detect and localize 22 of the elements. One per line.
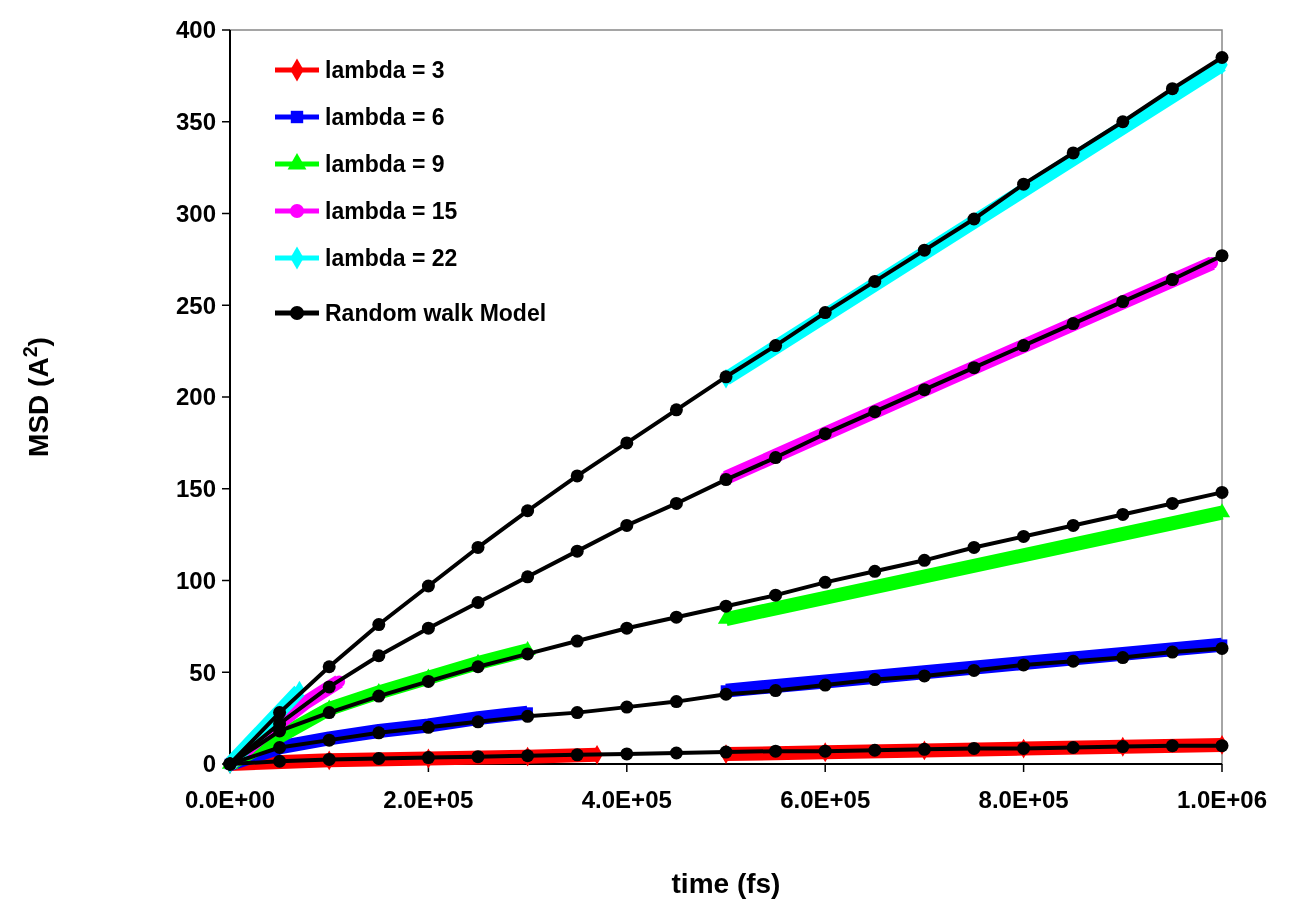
x-tick-label: 0.0E+00	[184, 786, 276, 813]
y-tick-label: 350	[175, 108, 216, 136]
y-tick-label: 0	[202, 750, 216, 778]
x-tick-label: 6.0E+05	[780, 786, 871, 813]
x-axis-title: time (fs)	[671, 868, 781, 899]
x-tick-label: 2.0E+05	[383, 786, 474, 813]
legend-label: lambda = 6	[325, 104, 445, 131]
y-tick-label: 250	[175, 291, 216, 319]
x-tick-label: 8.0E+05	[978, 786, 1069, 813]
legend-label: lambda = 15	[325, 198, 458, 225]
legend-label: lambda = 9	[325, 151, 445, 178]
legend-label: Random walk Model	[325, 300, 547, 327]
y-tick-label: 400	[175, 16, 216, 44]
y-tick-label: 300	[175, 199, 216, 227]
y-tick-label: 150	[175, 475, 216, 503]
legend-label: lambda = 3	[325, 57, 445, 84]
y-tick-label: 100	[175, 566, 216, 594]
x-tick-label: 1.0E+06	[1176, 786, 1268, 813]
x-tick-label: 4.0E+05	[581, 786, 672, 813]
y-tick-label: 50	[189, 658, 216, 686]
legend-label: lambda = 22	[325, 245, 458, 272]
y-tick-label: 200	[175, 383, 216, 411]
